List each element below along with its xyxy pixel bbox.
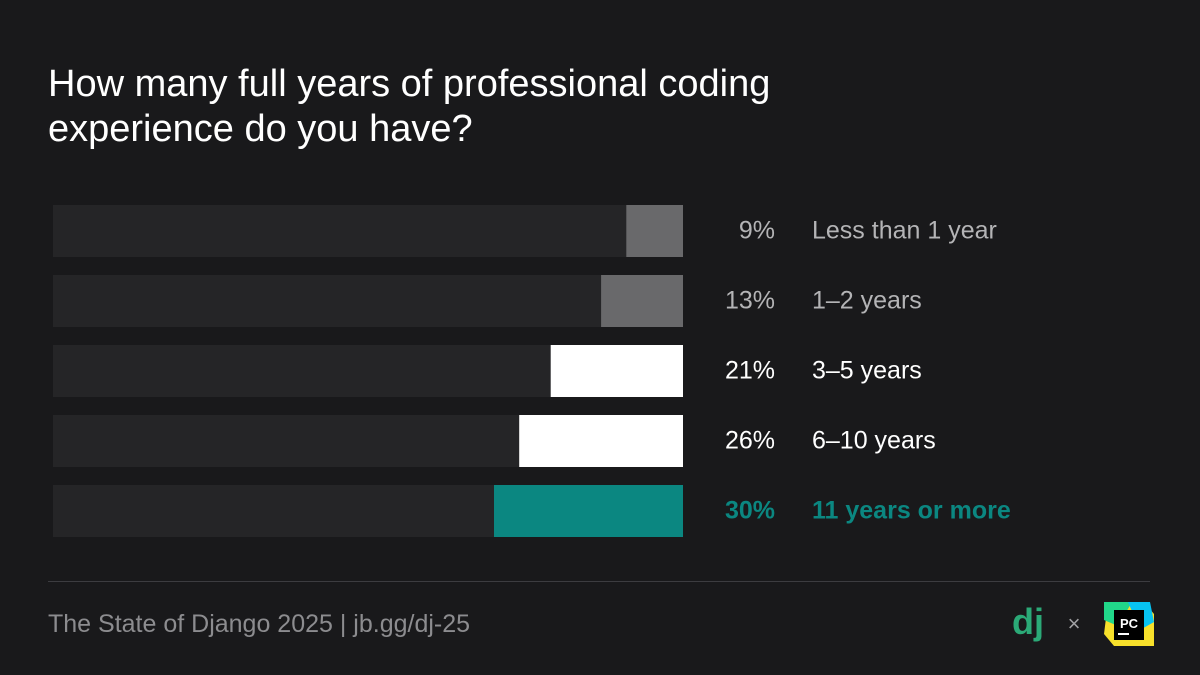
bar-row: 13% 1–2 years (53, 275, 922, 327)
bar-chart: 9% Less than 1 year 13% 1–2 years 21% 3–5 yea… (53, 205, 1011, 537)
bar-track (53, 205, 683, 257)
chart-title-line-2: experience do you have? (48, 108, 473, 150)
pycharm-logo: PC (1104, 602, 1154, 646)
logo-group: dj × PC (1012, 601, 1154, 646)
value-label: 21% (725, 357, 775, 385)
category-label: 3–5 years (812, 357, 922, 385)
value-label: 26% (725, 427, 775, 455)
bar-row: 9% Less than 1 year (53, 205, 997, 257)
separator-icon: × (1068, 611, 1081, 636)
bar (626, 205, 683, 257)
value-label: 30% (725, 497, 775, 525)
category-label: Less than 1 year (812, 217, 997, 245)
bar (519, 415, 683, 467)
footer-source: The State of Django 2025 | jb.gg/dj-25 (48, 610, 471, 638)
category-label: 6–10 years (812, 427, 936, 455)
bar-row: 30% 11 years or more (53, 485, 1011, 537)
bar (550, 345, 683, 397)
django-logo: dj (1012, 601, 1044, 642)
value-label: 13% (725, 287, 775, 315)
footer-divider (48, 581, 1150, 582)
value-label: 9% (739, 217, 775, 245)
category-label: 1–2 years (812, 287, 922, 315)
pycharm-logo-text: PC (1120, 616, 1139, 631)
bar (601, 275, 683, 327)
bar-row: 21% 3–5 years (53, 345, 922, 397)
category-label: 11 years or more (812, 497, 1011, 525)
chart-title-line-1: How many full years of professional codi… (48, 63, 771, 105)
bar-track (53, 275, 683, 327)
bar (494, 485, 683, 537)
bar-row: 26% 6–10 years (53, 415, 936, 467)
chart-title: How many full years of professional codi… (48, 62, 948, 152)
